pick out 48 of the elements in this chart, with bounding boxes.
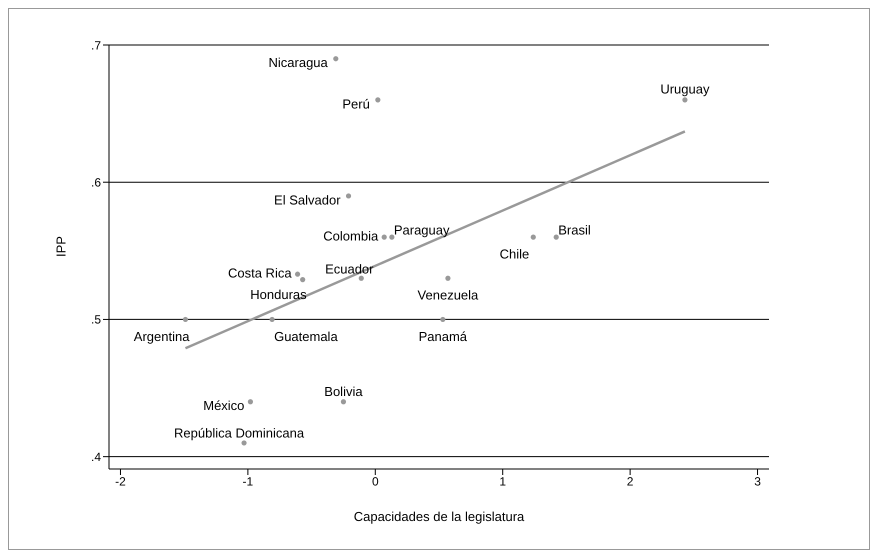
point (358, 276, 364, 281)
point (300, 277, 306, 282)
point (241, 440, 247, 446)
point (440, 316, 446, 322)
x-tick-label: 3 (754, 474, 762, 489)
y-tick-label: .4 (90, 450, 102, 464)
y-tick-label: .7 (90, 38, 102, 52)
annotation: México (203, 398, 244, 414)
x-tick-label: -1 (242, 474, 254, 489)
annotation: Colombia (323, 228, 379, 244)
annotation: Panamá (418, 328, 468, 344)
point (554, 234, 559, 240)
annotation: Paraguay (394, 222, 450, 238)
point (248, 399, 254, 404)
point (530, 234, 536, 240)
annotation: República Dominicana (174, 425, 305, 440)
point (346, 193, 352, 199)
y-tick-label: .5 (90, 312, 102, 327)
x-tick-label: 1 (499, 474, 506, 489)
x-tick-label: 2 (626, 474, 634, 489)
annotation: Perú (342, 96, 370, 112)
annotation: Ecuador (325, 262, 374, 277)
point (269, 316, 275, 322)
point (682, 97, 688, 102)
y-tick-label: .6 (90, 175, 102, 190)
annotation: Chile (500, 246, 530, 262)
annotation: Uruguay (660, 81, 710, 96)
x-axis-title: Capacidades de la legislatura (354, 509, 526, 524)
annotation: El Salvador (274, 192, 342, 208)
y-axis-title: IPP (54, 236, 69, 257)
annotation: Brasil (558, 222, 591, 238)
annotation: Bolivia (324, 384, 364, 400)
point (389, 234, 394, 240)
annotation: Honduras (250, 287, 308, 302)
point (294, 272, 300, 277)
annotation: Costa Rica (228, 266, 292, 281)
point (375, 97, 380, 102)
annotation: Guatemala (274, 328, 338, 344)
x-tick-label: 0 (372, 474, 379, 489)
x-tick-label: -2 (115, 474, 126, 489)
point (333, 56, 338, 62)
point (382, 234, 387, 240)
point (182, 316, 188, 322)
point (340, 399, 346, 404)
annotation: Argentina (134, 328, 190, 344)
annotation: Venezuela (418, 288, 480, 303)
point (445, 276, 451, 281)
annotation: Nicaragua (268, 55, 329, 70)
